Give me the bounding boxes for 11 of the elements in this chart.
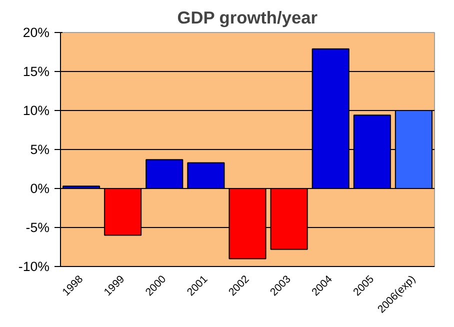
y-tick-label: -5% xyxy=(26,220,50,235)
y-tick-label: 0% xyxy=(30,181,50,196)
bar xyxy=(353,114,391,189)
bar xyxy=(187,162,225,189)
bar xyxy=(146,159,184,189)
y-tick-label: 20% xyxy=(22,25,50,40)
y-tick-label: -10% xyxy=(18,259,50,274)
y-tick-label: 15% xyxy=(22,64,50,79)
y-tick-label: 5% xyxy=(30,142,50,157)
chart-title: GDP growth/year xyxy=(177,8,318,28)
y-tick-label: 10% xyxy=(22,103,50,118)
